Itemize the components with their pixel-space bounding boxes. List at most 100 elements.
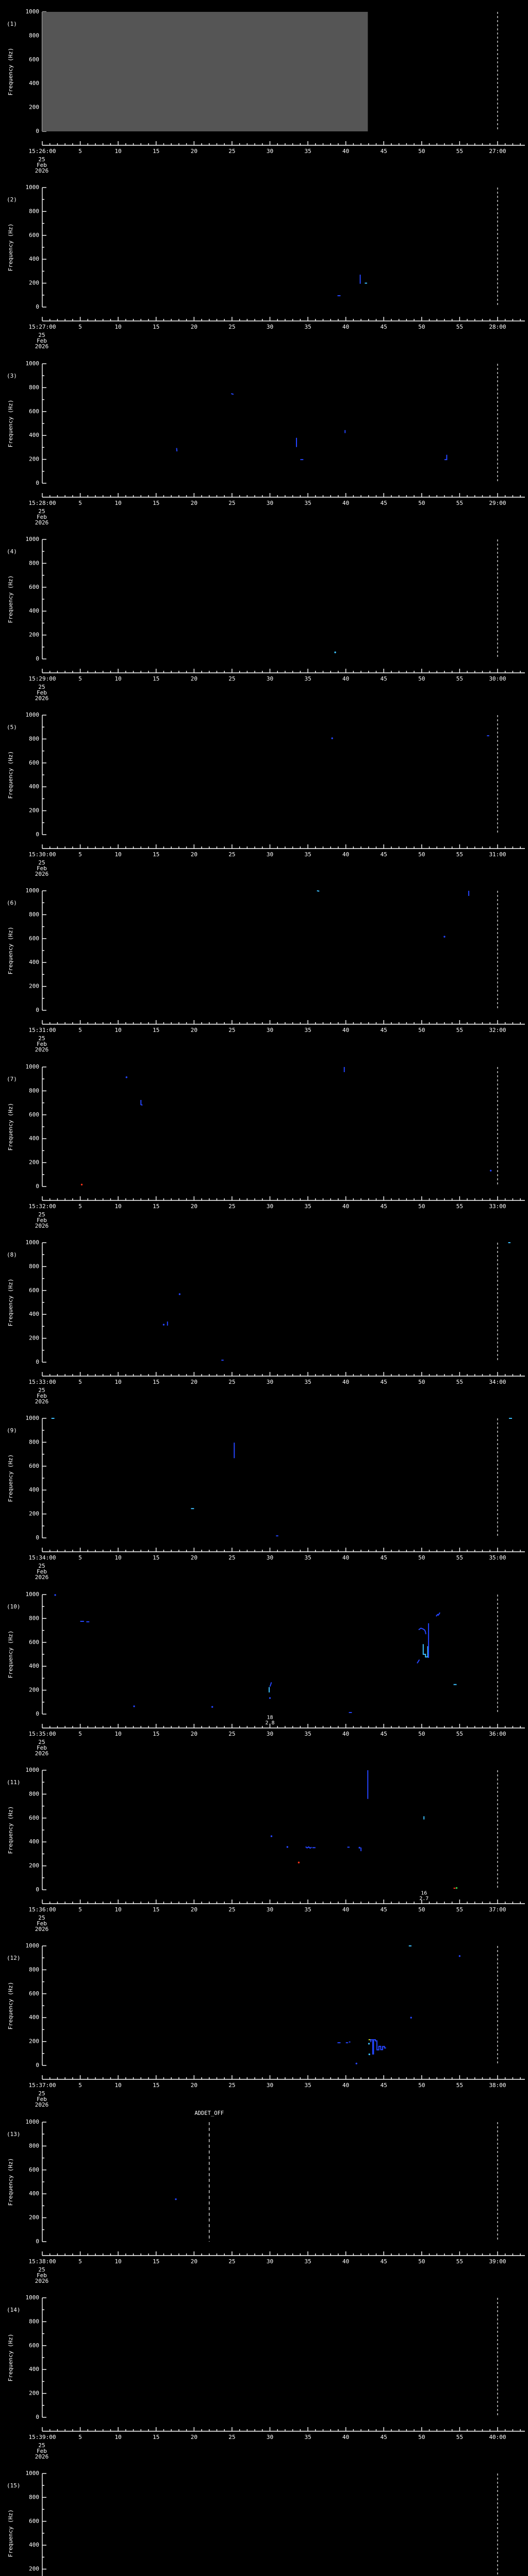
- x-tick-label: 55: [456, 1731, 463, 1737]
- x-start-time-label: 15:36:00: [29, 1906, 56, 1913]
- x-tick-label: 45: [381, 1906, 387, 1913]
- x-tick-label: 15: [153, 1379, 159, 1385]
- x-tick-label: 35: [304, 500, 311, 506]
- y-tick-label: 0: [36, 1710, 39, 1717]
- x-tick-label: 30: [267, 1554, 273, 1561]
- y-axis: [42, 1945, 46, 2066]
- x-tick-label: 50: [418, 2434, 425, 2441]
- x-start-time-label: 15:28:00: [29, 500, 56, 506]
- y-tick-label: 1000: [26, 1239, 40, 1246]
- x-tick-label: 55: [456, 851, 463, 858]
- y-tick-label: 200: [29, 1687, 39, 1693]
- x-tick-label: 40: [342, 1203, 349, 1210]
- x-tick-label: 30: [267, 2082, 273, 2089]
- x-tick-label: 10: [115, 1554, 122, 1561]
- x-tick-label: 30: [267, 148, 273, 155]
- x-end-time-label: 27:00: [489, 148, 506, 155]
- detection-dot: [458, 1955, 461, 1957]
- x-tick-label: 50: [418, 1203, 425, 1210]
- y-tick-label: 0: [36, 655, 39, 662]
- x-tick-label: 25: [228, 324, 235, 330]
- x-tick-label: 40: [342, 324, 349, 330]
- y-tick-label: 400: [29, 1663, 39, 1669]
- x-tick-label: 5: [78, 1203, 82, 1210]
- panel-index-label: (7): [7, 1076, 17, 1082]
- date-line: Feb: [37, 1568, 47, 1575]
- y-tick-label: 600: [29, 1111, 39, 1118]
- panel-index-label: (10): [7, 1603, 21, 1610]
- detection-marks: [317, 890, 470, 938]
- y-axis-title: Frequency (Hz): [7, 575, 14, 623]
- date-line: Feb: [37, 865, 47, 872]
- y-tick-label: 400: [29, 1486, 39, 1493]
- x-end-time-label: 38:00: [489, 2082, 506, 2089]
- x-tick-label: 40: [342, 1731, 349, 1737]
- date-line: 2026: [35, 1046, 49, 1053]
- x-tick-label: 45: [381, 1379, 387, 1385]
- detection-annotation: 16: [421, 1890, 427, 1896]
- y-tick-label: 600: [29, 2342, 39, 2349]
- y-tick-label: 600: [29, 408, 39, 415]
- x-tick-label: 30: [267, 1203, 273, 1210]
- detection-dot: [125, 1076, 128, 1078]
- x-tick-label: 45: [381, 1731, 387, 1737]
- x-axis: [42, 493, 525, 498]
- y-axis: [42, 715, 46, 835]
- x-end-time-label: 29:00: [489, 500, 506, 506]
- y-tick-label: 0: [36, 1007, 39, 1013]
- detection-dot: [269, 1697, 271, 1699]
- date-line: Feb: [37, 2272, 47, 2279]
- y-axis-title: Frequency (Hz): [7, 1982, 14, 2030]
- y-axis: [42, 1770, 46, 1890]
- detection-marks: [337, 1945, 461, 2064]
- x-tick-label: 15: [153, 2258, 159, 2265]
- x-tick-label: 45: [381, 675, 387, 682]
- x-tick-label: 20: [191, 851, 197, 858]
- y-tick-label: 0: [36, 2414, 39, 2420]
- panel-index-label: (3): [7, 372, 17, 379]
- x-tick-label: 50: [418, 851, 425, 858]
- x-tick-label: 45: [381, 1027, 387, 1033]
- x-tick-label: 50: [418, 1731, 425, 1737]
- x-tick-label: 30: [267, 1027, 273, 1033]
- panel-index-label: (12): [7, 1955, 21, 1961]
- y-tick-label: 200: [29, 280, 39, 286]
- date-line: Feb: [37, 162, 47, 168]
- x-tick-label: 40: [342, 1906, 349, 1913]
- y-tick-label: 200: [29, 632, 39, 638]
- date-line: 25: [38, 1211, 45, 1218]
- x-axis: [42, 1900, 525, 1904]
- y-tick-label: 800: [29, 2318, 39, 2325]
- x-start-time-label: 15:29:00: [29, 675, 56, 682]
- x-tick-label: 5: [78, 1906, 82, 1913]
- x-tick-label: 35: [304, 1554, 311, 1561]
- x-tick-label: 5: [78, 324, 82, 330]
- y-tick-label: 200: [29, 983, 39, 990]
- x-tick-label: 50: [418, 1027, 425, 1033]
- x-tick-label: 10: [115, 1731, 122, 1737]
- x-tick-label: 15: [153, 1731, 159, 1737]
- x-tick-label: 30: [267, 1731, 273, 1737]
- x-tick-label: 10: [115, 1203, 122, 1210]
- x-tick-label: 50: [418, 500, 425, 506]
- x-tick-label: 5: [78, 2082, 82, 2089]
- date-line: 25: [38, 156, 45, 163]
- x-tick-label: 40: [342, 148, 349, 155]
- detection-dot: [410, 2016, 412, 2019]
- x-start-time-label: 15:37:00: [29, 2082, 56, 2089]
- panel-index-label: (4): [7, 548, 17, 555]
- spectrogram-panel-2: (2) Frequency (Hz) 0 200 400 600 800 1000 15:27:…: [7, 184, 525, 350]
- y-axis: [42, 2473, 46, 2576]
- x-tick-label: 20: [191, 148, 197, 155]
- x-tick-label: 50: [418, 324, 425, 330]
- detection-marks: [51, 1418, 512, 1537]
- date-line: 2026: [35, 871, 49, 877]
- date-line: 2026: [35, 2278, 49, 2284]
- panel-index-label: (8): [7, 1251, 17, 1258]
- y-tick-label: 1000: [26, 360, 40, 367]
- y-axis: [42, 1242, 46, 1363]
- y-axis: [42, 1418, 46, 1538]
- x-tick-label: 55: [456, 1203, 463, 1210]
- x-tick-label: 55: [456, 2082, 463, 2089]
- x-tick-label: 30: [267, 675, 273, 682]
